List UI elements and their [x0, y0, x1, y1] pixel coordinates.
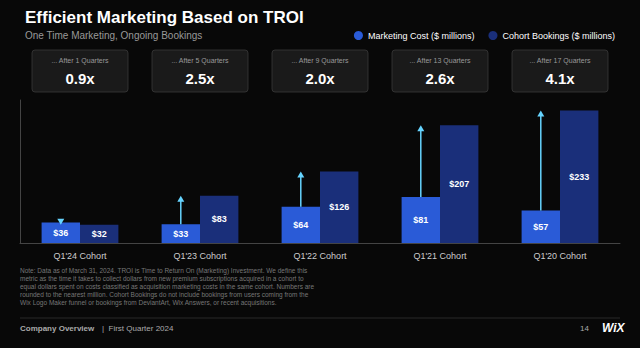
svg-text:$33: $33 — [173, 229, 188, 239]
svg-text:$233: $233 — [569, 172, 589, 182]
svg-text:$57: $57 — [533, 222, 548, 232]
svg-text:Wix Logo Maker funnel or booki: Wix Logo Maker funnel or bookings from D… — [20, 299, 277, 307]
svg-text:rounded to the nearest million: rounded to the nearest million. Cohort B… — [20, 291, 309, 299]
svg-text:2.0x: 2.0x — [305, 70, 335, 87]
svg-text:... After 5 Quarters: ... After 5 Quarters — [171, 57, 229, 65]
svg-text:$126: $126 — [329, 202, 349, 212]
svg-text:... After 17 Quarters: ... After 17 Quarters — [529, 57, 591, 65]
svg-text:... After 13 Quarters: ... After 13 Quarters — [409, 57, 471, 65]
svg-text:14: 14 — [580, 324, 589, 333]
svg-text:$207: $207 — [449, 179, 469, 189]
svg-text:2.6x: 2.6x — [425, 70, 455, 87]
svg-text:4.1x: 4.1x — [545, 70, 575, 87]
svg-text:Note: Data as of March 31, 202: Note: Data as of March 31, 2024. TROI is… — [20, 267, 308, 275]
svg-text:One Time Marketing, Ongoing Bo: One Time Marketing, Ongoing Bookings — [25, 30, 202, 41]
svg-text:Q1'22 Cohort: Q1'22 Cohort — [293, 251, 347, 261]
svg-text:$64: $64 — [293, 220, 308, 230]
svg-text:Efficient Marketing Based on T: Efficient Marketing Based on TROI — [25, 8, 304, 27]
svg-text:Cohort Bookings ($ millions): Cohort Bookings ($ millions) — [502, 31, 615, 41]
svg-text:metric as the time it takes to: metric as the time it takes to collect d… — [20, 275, 304, 283]
svg-text:Q1'21 Cohort: Q1'21 Cohort — [413, 251, 467, 261]
svg-text:WiX: WiX — [602, 321, 626, 335]
svg-text:$81: $81 — [413, 215, 428, 225]
svg-text:... After 9 Quarters: ... After 9 Quarters — [291, 57, 349, 65]
svg-text:Marketing Cost ($ millions): Marketing Cost ($ millions) — [368, 31, 475, 41]
svg-text:2.5x: 2.5x — [185, 70, 215, 87]
svg-text:Q1'20 Cohort: Q1'20 Cohort — [533, 251, 587, 261]
svg-text:Q1'23 Cohort: Q1'23 Cohort — [173, 251, 227, 261]
svg-text:$36: $36 — [53, 228, 68, 238]
svg-text:0.9x: 0.9x — [65, 70, 95, 87]
svg-text:$83: $83 — [212, 214, 227, 224]
svg-text:| First Quarter 2024: | First Quarter 2024 — [102, 324, 174, 333]
svg-text:... After 1 Quarters: ... After 1 Quarters — [51, 57, 109, 65]
svg-text:Company Overview: Company Overview — [20, 324, 95, 333]
svg-text:Q1'24 Cohort: Q1'24 Cohort — [53, 251, 107, 261]
svg-text:equal dollars spent on costs c: equal dollars spent on costs classified … — [20, 283, 314, 291]
svg-text:$32: $32 — [92, 229, 107, 239]
